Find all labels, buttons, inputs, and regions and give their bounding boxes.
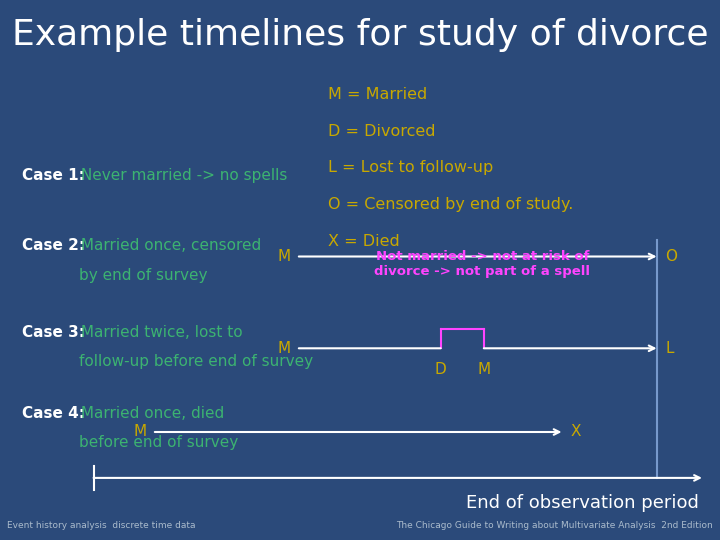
Text: Example timelines for study of divorce: Example timelines for study of divorce: [12, 18, 708, 52]
Text: M: M: [133, 424, 146, 440]
Text: follow-up before end of survey: follow-up before end of survey: [79, 354, 313, 369]
Text: Case 2:: Case 2:: [22, 238, 85, 253]
Text: Case 3:: Case 3:: [22, 325, 85, 340]
Text: Not married -> not at risk of
divorce -> not part of a spell: Not married -> not at risk of divorce ->…: [374, 250, 590, 278]
Text: Married once, died: Married once, died: [76, 406, 224, 421]
Text: L: L: [665, 341, 674, 356]
Text: Married twice, lost to: Married twice, lost to: [76, 325, 242, 340]
Text: Case 4:: Case 4:: [22, 406, 85, 421]
Text: X: X: [570, 424, 581, 440]
Text: Never married -> no spells: Never married -> no spells: [76, 168, 287, 183]
Text: Event history analysis  discrete time data: Event history analysis discrete time dat…: [7, 521, 196, 530]
Text: L = Lost to follow-up: L = Lost to follow-up: [328, 160, 493, 176]
Text: by end of survey: by end of survey: [79, 268, 207, 283]
Text: O: O: [665, 249, 678, 264]
Text: M = Married: M = Married: [328, 87, 427, 102]
Text: before end of survey: before end of survey: [79, 435, 238, 450]
Text: D: D: [435, 362, 446, 377]
Text: O = Censored by end of study.: O = Censored by end of study.: [328, 197, 573, 212]
Text: M: M: [477, 362, 490, 377]
Text: End of observation period: End of observation period: [466, 494, 698, 512]
Text: X = Died: X = Died: [328, 234, 400, 249]
Text: M: M: [277, 341, 290, 356]
Text: Case 1:: Case 1:: [22, 168, 84, 183]
Text: M: M: [277, 249, 290, 264]
Text: Married once, censored: Married once, censored: [76, 238, 261, 253]
Text: D = Divorced: D = Divorced: [328, 124, 435, 139]
Text: The Chicago Guide to Writing about Multivariate Analysis  2nd Edition: The Chicago Guide to Writing about Multi…: [396, 521, 713, 530]
